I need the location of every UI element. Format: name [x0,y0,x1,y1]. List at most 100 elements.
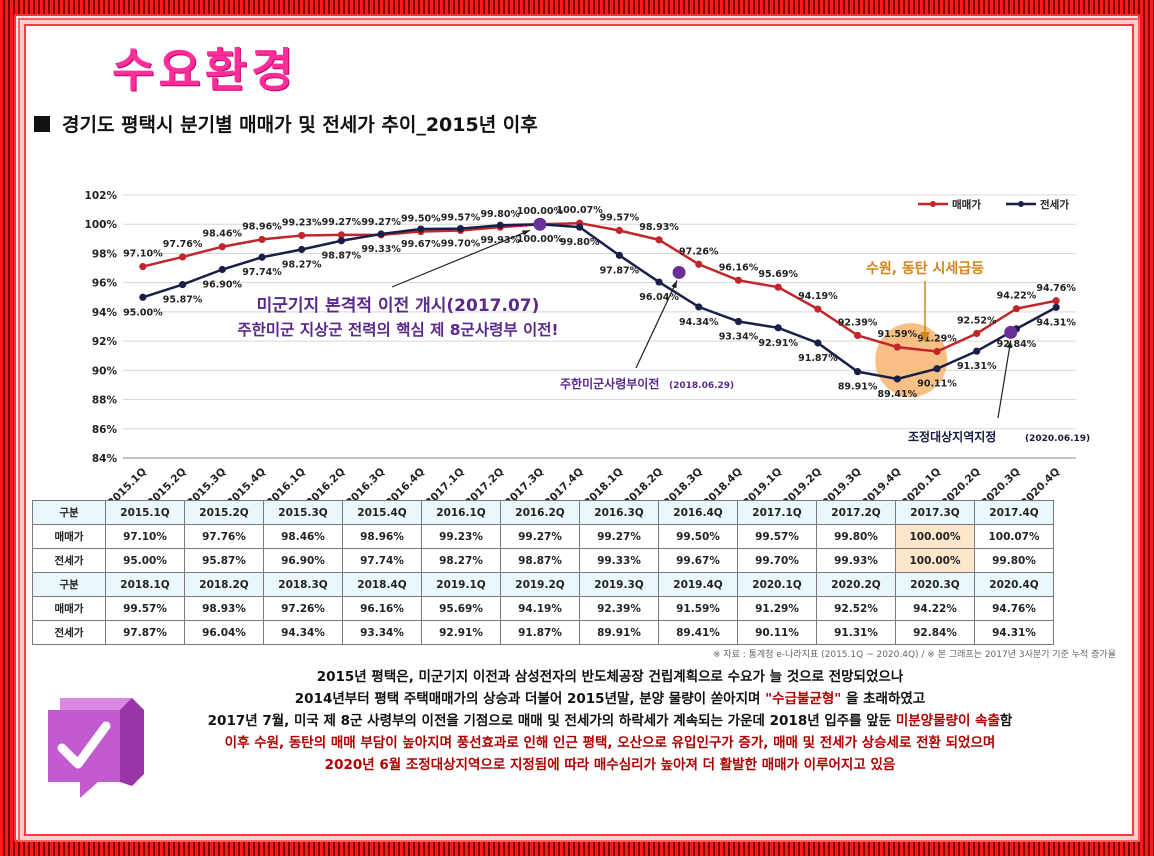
data-label-jeonse: 95.87% [163,295,203,306]
series-point-1 [655,278,663,286]
table-cell: 2015.4Q [342,500,422,525]
table-cell: 94.76% [974,596,1054,621]
data-label-sales: 97.10% [123,249,163,260]
data-label-sales: 98.96% [242,221,282,232]
table-cell: 96.90% [263,548,343,573]
data-label-sales: 91.59% [878,329,918,340]
content-panel [24,24,1134,836]
table-row: 구분 2018.1Q 2018.2Q 2018.3Q 2018.4Q 2019.1Q 201… [32,572,1054,597]
series-line-1 [142,222,1057,381]
table-cell: 2020.2Q [816,572,896,597]
annotation-surge: 수원, 동탄 시세급등 [866,260,984,277]
table-cell: 2018.4Q [342,572,422,597]
table-cell: 2019.4Q [658,572,738,597]
data-label-sales: 98.93% [639,222,679,233]
table-cell: 2019.2Q [500,572,580,597]
table-cell: 89.41% [658,620,738,645]
data-label-sales: 99.27% [322,217,362,228]
subtitle-text: 경기도 평택시 분기별 매매가 및 전세가 추이_2015년 이후 [62,114,538,136]
table-cell: 99.80% [974,548,1054,573]
series-point-1 [854,368,862,376]
table-cell: 2015.1Q [105,500,185,525]
annotation-main-2: 주한미군 지상군 전력의 핵심 제 8군사령부 이전! [237,320,558,339]
table-cell: 91.29% [737,596,817,621]
table-cell: 2016.2Q [500,500,580,525]
table-cell: 2017.1Q [737,500,817,525]
table-cell: 100.00% [895,524,975,549]
data-label-sales: 94.76% [1036,283,1076,294]
data-label-sales: 94.22% [997,291,1037,302]
series-point-1 [814,339,822,347]
table-row: 매매가 97.10% 97.76% 98.46% 98.96% 99.23% 99.27% 9… [32,524,1054,549]
page-title: 수요환경 [112,43,298,97]
table-cell: 97.74% [342,548,422,573]
price-trend-chart: 84%86%88%90%92%94%96%98%100%102%2015.1Q2… [85,190,1091,509]
table-row: 매매가 99.57% 98.93% 97.26% 96.16% 95.69% 94.19% 9… [32,596,1054,621]
annotation-reg-date: (2020.06.19) [1025,434,1090,444]
table-cell: 97.87% [105,620,185,645]
series-point-0 [695,260,703,268]
table-cell: 99.67% [658,548,738,573]
chart-subtitle: 경기도 평택시 분기별 매매가 및 전세가 추이_2015년 이후 [34,110,538,137]
data-label-jeonse: 97.74% [242,267,282,278]
table-cell: 2015.2Q [184,500,264,525]
table-cell: 99.70% [737,548,817,573]
y-tick-label: 84% [92,453,118,465]
annotation-arrow-2018 [635,280,678,369]
table-cell: 94.19% [500,596,580,621]
series-point-1 [774,324,782,332]
table-cell: 2020.3Q [895,572,975,597]
data-label-jeonse: 93.34% [719,332,759,343]
data-label-jeonse: 99.33% [361,244,401,255]
table-cell: 97.10% [105,524,185,549]
data-label-jeonse: 89.91% [838,382,878,393]
series-line-0 [142,221,1057,353]
table-cell: 92.84% [895,620,975,645]
series-point-0 [933,347,941,356]
table-cell: 99.80% [816,524,896,549]
data-label-sales: 92.52% [957,316,997,327]
series-point-1 [576,223,584,231]
data-label-jeonse: 99.67% [401,239,441,250]
series-point-0 [973,329,981,338]
table-row-header: 구분 [32,500,106,525]
data-label-sales: 91.29% [917,333,957,344]
source-note: ※ 자료 : 통계청 e-나라지표 (2015.1Q ~ 2020.4Q) / … [712,650,1116,660]
table-cell: 94.31% [974,620,1054,645]
table-cell: 100.07% [974,524,1054,549]
annotation-arrow-2020-head [1006,340,1013,349]
series-point-0 [893,343,901,351]
series-point-0 [734,276,743,284]
series-point-1 [893,375,901,383]
table-cell: 96.04% [184,620,264,645]
data-label-sales: 96.16% [719,262,759,273]
legend-marker [1018,201,1024,207]
series-point-0 [218,243,226,251]
table-cell: 97.76% [184,524,264,549]
table-row: 전세가 97.87% 96.04% 94.34% 93.34% 92.91% 91.87% 8… [32,620,1054,645]
table-cell: 89.91% [579,620,659,645]
y-tick-label: 90% [92,365,118,377]
table-cell: 93.34% [342,620,422,645]
table-cell: 95.00% [105,548,185,573]
annotation-reg-name: 조정대상지역지정 [908,429,996,444]
series-point-0 [1012,305,1021,313]
annotation-arrow-2017 [391,229,531,288]
series-point-1 [178,280,187,289]
event-marker-2018 [672,265,686,279]
table-row-header: 전세가 [32,548,106,573]
series-point-1 [298,245,306,254]
table-cell: 92.39% [579,596,659,621]
y-tick-label: 88% [92,395,118,407]
checkmark-icon [48,698,144,798]
data-label-jeonse: 91.87% [798,353,838,364]
table-cell: 95.69% [421,596,501,621]
y-tick-label: 94% [92,307,118,319]
data-table: 구분 2015.1Q 2015.2Q 2015.3Q 2015.4Q 2016.1Q 201… [32,500,1054,645]
y-tick-label: 96% [92,278,118,290]
series-point-1 [973,347,981,355]
description-block: 2015년 평택은, 미군기지 이전과 삼성전자의 반도체공장 건립계획으로 수… [130,666,1090,776]
series-point-1 [615,251,623,259]
series-point-0 [139,262,147,271]
series-point-0 [814,305,822,313]
